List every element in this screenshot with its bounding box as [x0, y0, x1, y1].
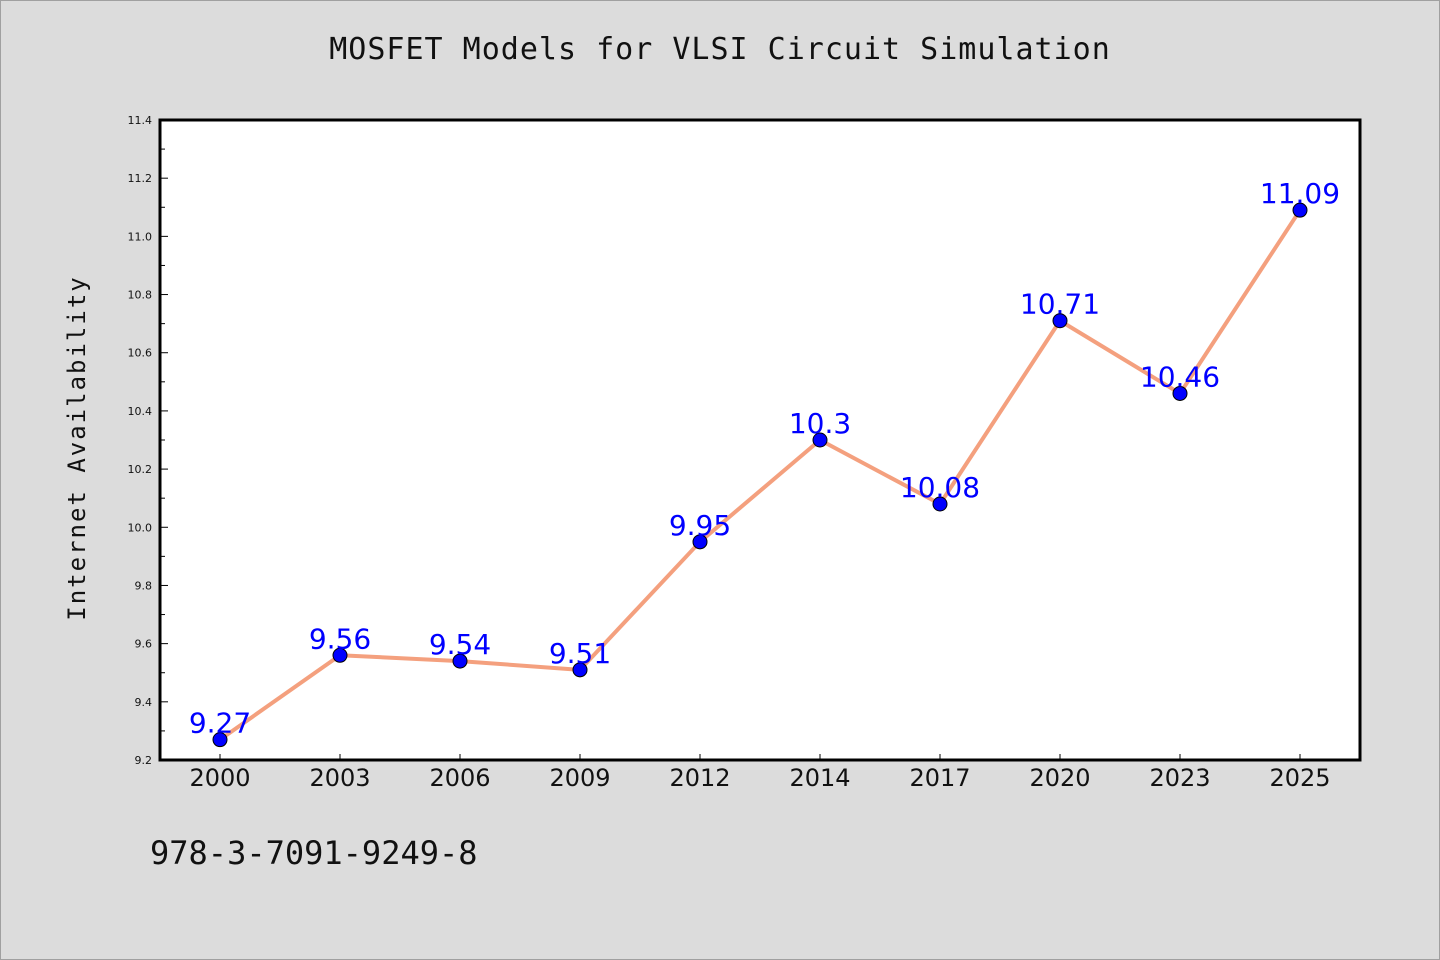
y-tick-label: 11.4 [128, 114, 153, 127]
data-point [212, 732, 228, 748]
y-tick-label: 10.2 [128, 463, 153, 476]
plot-border [158, 118, 1362, 762]
data-label: 10.46 [1140, 360, 1220, 393]
y-tick-label: 9.4 [135, 696, 153, 709]
chart-title: MOSFET Models for VLSI Circuit Simulatio… [329, 32, 1111, 67]
x-tick-label: 2003 [309, 764, 370, 792]
plot-area [160, 120, 1360, 760]
isbn-text: 978-3-7091-9249-8 [150, 834, 478, 872]
y-tick-label: 9.2 [135, 754, 153, 767]
data-label: 9.56 [309, 622, 371, 655]
y-tick-label: 11.0 [128, 230, 153, 243]
x-tick-label: 2006 [429, 764, 490, 792]
x-tick-label: 2009 [549, 764, 610, 792]
x-tick-label: 2025 [1269, 764, 1330, 792]
x-tick-label: 2000 [189, 764, 250, 792]
x-tick-label: 2012 [669, 764, 730, 792]
series-markers [212, 202, 1308, 748]
data-label: 10.71 [1020, 288, 1100, 321]
data-point [572, 662, 588, 678]
data-label: 9.95 [669, 509, 731, 542]
data-label: 9.27 [189, 707, 251, 740]
data-point [1172, 385, 1188, 401]
data-label: 11.09 [1260, 177, 1340, 210]
x-tick-label: 2020 [1029, 764, 1090, 792]
x-axis-ticks: 2000 2003 2006 2009 2012 2014 2017 2020 2023 2025 [189, 754, 1331, 792]
data-point [932, 496, 948, 512]
data-point [1052, 313, 1068, 329]
y-tick-label: 10.4 [128, 405, 153, 418]
data-point [452, 653, 468, 669]
y-axis-ticks: 9.2 9.4 9.6 9.8 10.0 10.2 10.4 10.6 10.8 11.0 11.2… [128, 114, 168, 767]
series-line [218, 209, 1302, 742]
data-point [812, 432, 828, 448]
data-label: 10.08 [900, 471, 980, 504]
y-tick-label: 10.8 [128, 289, 153, 302]
y-tick-label: 10.6 [128, 347, 153, 360]
x-tick-label: 2017 [909, 764, 970, 792]
data-point [692, 534, 708, 550]
data-labels: 9.27 9.56 9.54 9.51 9.95 10.3 10.08 10.71 10.46 1… [189, 177, 1340, 739]
data-label: 9.54 [429, 628, 491, 661]
y-tick-label: 9.6 [135, 638, 153, 651]
data-point [332, 647, 348, 663]
y-tick-label: 10.0 [128, 521, 153, 534]
data-point [1292, 202, 1308, 218]
data-label: 9.51 [549, 637, 611, 670]
y-tick-label: 11.2 [128, 172, 153, 185]
x-tick-label: 2023 [1149, 764, 1210, 792]
data-label: 10.3 [789, 407, 851, 440]
x-tick-label: 2014 [789, 764, 850, 792]
y-tick-label: 9.8 [135, 579, 153, 592]
